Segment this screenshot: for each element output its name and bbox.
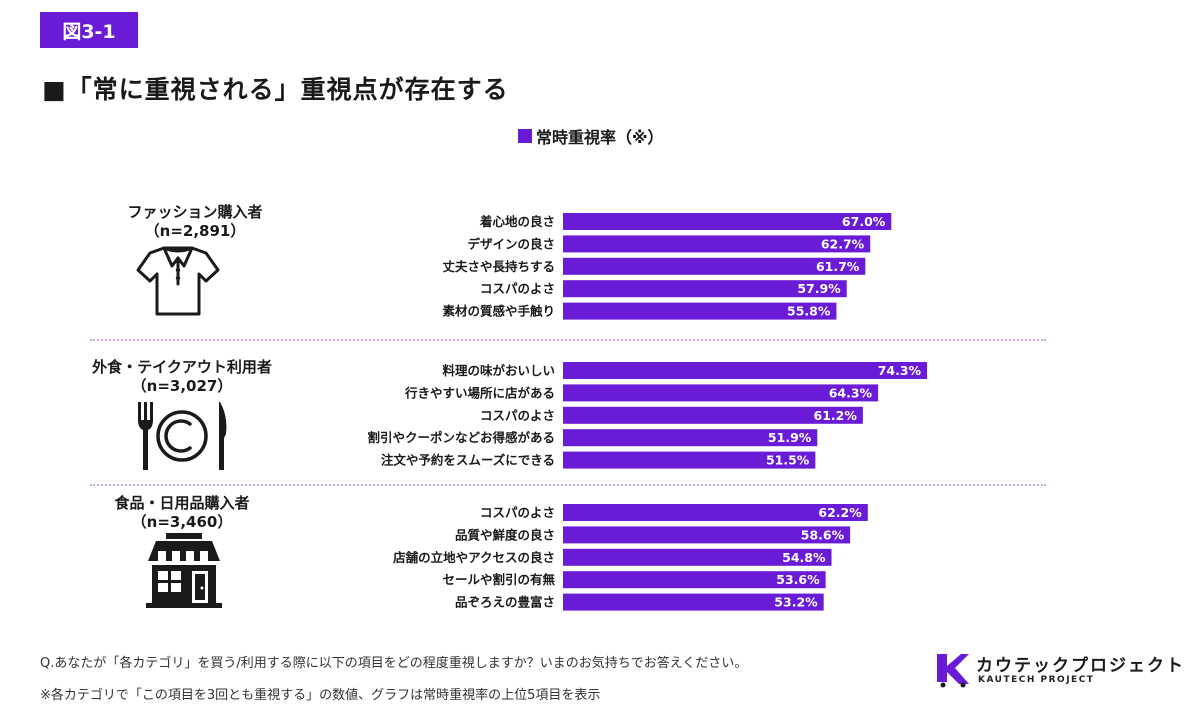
value-label: 51.5% xyxy=(766,453,810,468)
group-dining-name: 外食・テイクアウト利用者 xyxy=(92,358,272,376)
group-divider xyxy=(90,339,1046,341)
bar xyxy=(563,362,928,379)
note-footnote: ※各カテゴリで「この項目を3回とも重視する」の数値、グラフは常時重視率の上位5項… xyxy=(40,688,601,703)
bar xyxy=(563,526,851,544)
bar xyxy=(563,504,868,521)
group-fashion-name: ファッション購入者 xyxy=(127,203,263,221)
value-label: 67.0% xyxy=(842,214,886,229)
bar xyxy=(563,571,826,589)
shirt-icon xyxy=(136,246,220,316)
bar xyxy=(563,257,866,275)
category-label: 行きやすい場所に店がある xyxy=(404,385,555,400)
group-grocery-n: （n=3,460） xyxy=(131,513,233,531)
category-label: デザインの良さ xyxy=(467,236,555,251)
category-label: 注文や予約をスムーズにできる xyxy=(381,453,555,468)
category-label: 割引やクーポンなどお得感がある xyxy=(367,430,555,445)
logo-subtitle: KAUTECH PROJECT xyxy=(978,675,1095,685)
bar xyxy=(563,213,892,230)
group-fashion-label: ファッション購入者 （n=2,891） xyxy=(80,203,310,241)
store-icon xyxy=(146,533,222,608)
bar xyxy=(563,593,824,611)
bar xyxy=(563,406,863,424)
legend: 常時重視率（※） xyxy=(518,124,664,148)
legend-label: 常時重視率（※） xyxy=(536,128,664,147)
figure-label: 図3-1 xyxy=(40,12,138,48)
kautech-logo-icon xyxy=(937,654,969,688)
bar xyxy=(563,384,879,402)
fork-plate-knife-icon xyxy=(138,402,227,470)
legend-swatch xyxy=(518,129,532,143)
group-dining-label: 外食・テイクアウト利用者 （n=3,027） xyxy=(67,358,297,396)
value-label: 64.3% xyxy=(829,385,873,400)
value-label: 51.9% xyxy=(768,430,812,445)
category-label: コスパのよさ xyxy=(480,408,555,423)
group-dining-n: （n=3,027） xyxy=(131,377,233,395)
value-label: 55.8% xyxy=(787,304,831,319)
category-label: 料理の味がおいしい xyxy=(442,363,555,378)
page-title: ■「常に重視される」重視点が存在する xyxy=(42,75,509,104)
bar xyxy=(563,548,832,566)
group-grocery-name: 食品・日用品購入者 xyxy=(114,494,250,512)
bar xyxy=(563,280,847,298)
group-divider xyxy=(90,484,1046,486)
question-footnote: Q.あなたが「各カテゴリ」を買う/利用する際に以下の項目をどの程度重視しますか？… xyxy=(40,656,748,671)
category-label: 丈夫さや長持ちする xyxy=(442,259,555,274)
category-label: 品ぞろえの豊富さ xyxy=(455,595,555,610)
category-label: 店舗の立地やアクセスの良さ xyxy=(393,550,555,565)
value-label: 61.7% xyxy=(816,259,860,274)
value-label: 62.7% xyxy=(821,236,865,251)
group-fashion-n: （n=2,891） xyxy=(144,222,246,240)
value-label: 61.2% xyxy=(814,408,858,423)
category-label: 着心地の良さ xyxy=(479,214,555,229)
category-label: セールや割引の有無 xyxy=(442,572,555,587)
bar xyxy=(563,302,837,320)
value-label: 57.9% xyxy=(797,281,841,296)
category-label: コスパのよさ xyxy=(480,281,555,296)
value-label: 62.2% xyxy=(818,505,862,520)
group-grocery-label: 食品・日用品購入者 （n=3,460） xyxy=(67,494,297,532)
value-label: 53.2% xyxy=(774,595,818,610)
bar xyxy=(563,451,816,469)
logo-name: カウテックプロジェクト xyxy=(976,656,1185,676)
bar xyxy=(563,235,871,253)
value-label: 53.6% xyxy=(776,572,820,587)
category-label: 品質や鮮度の良さ xyxy=(455,527,555,542)
category-label: 素材の質感や手触り xyxy=(442,304,555,319)
bar xyxy=(563,429,818,447)
value-label: 74.3% xyxy=(878,363,922,378)
category-label: コスパのよさ xyxy=(480,505,555,520)
value-label: 58.6% xyxy=(801,527,845,542)
value-label: 54.8% xyxy=(782,550,826,565)
